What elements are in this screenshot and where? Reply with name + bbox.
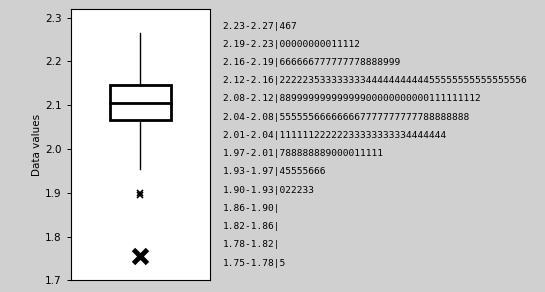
Text: 2.12-2.16|2222235333333334444444444455555555555555556: 2.12-2.16|222223533333333444444444445555… xyxy=(222,76,527,85)
Text: 2.16-2.19|666666777777778888999: 2.16-2.19|666666777777778888999 xyxy=(222,58,401,67)
Text: 1.78-1.82|: 1.78-1.82| xyxy=(222,240,280,249)
Text: 2.23-2.27|467: 2.23-2.27|467 xyxy=(222,22,297,31)
Text: 2.08-2.12|88999999999999900000000000111111112: 2.08-2.12|889999999999999000000000001111… xyxy=(222,94,481,103)
Y-axis label: Data values: Data values xyxy=(32,114,43,175)
Text: 2.01-2.04|11111122222233333333334444444: 2.01-2.04|11111122222233333333334444444 xyxy=(222,131,446,140)
Text: 2.19-2.23|00000000011112: 2.19-2.23|00000000011112 xyxy=(222,40,360,49)
Text: 2.04-2.08|555555666666667777777777788888888: 2.04-2.08|555555666666667777777777788888… xyxy=(222,113,470,122)
Text: 1.93-1.97|45555666: 1.93-1.97|45555666 xyxy=(222,167,326,176)
Text: 1.86-1.90|: 1.86-1.90| xyxy=(222,204,280,213)
Text: 1.82-1.86|: 1.82-1.86| xyxy=(222,222,280,231)
Bar xyxy=(110,85,171,120)
Text: 1.75-1.78|5: 1.75-1.78|5 xyxy=(222,258,286,267)
Text: 1.97-2.01|788888889000011111: 1.97-2.01|788888889000011111 xyxy=(222,149,383,158)
Text: 1.90-1.93|022233: 1.90-1.93|022233 xyxy=(222,186,314,195)
